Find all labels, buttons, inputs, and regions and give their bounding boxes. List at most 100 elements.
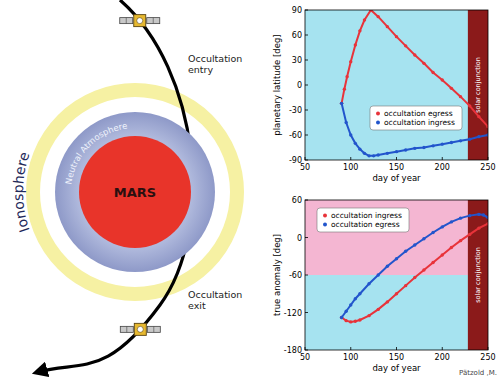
series-point <box>340 316 343 319</box>
y-tick-label: 60 <box>292 31 302 40</box>
x-tick-label: 200 <box>435 353 450 362</box>
series-point <box>404 148 407 151</box>
series-point <box>386 25 389 28</box>
series-point <box>377 153 380 156</box>
credit: Pätzold ,M. <box>459 369 497 377</box>
series-point <box>377 308 380 311</box>
series-point <box>441 225 444 228</box>
ionosphere-ring <box>33 90 237 294</box>
x-tick-label: 100 <box>343 163 358 172</box>
y-tick <box>305 275 308 276</box>
plot-frame <box>305 10 488 160</box>
y-axis-label: true anomaly [deg] <box>272 234 282 316</box>
label-line: entry <box>188 64 213 75</box>
y-tick-label: 0 <box>297 81 302 90</box>
series-point <box>459 95 462 98</box>
satellite <box>120 323 160 335</box>
y-tick <box>305 60 308 61</box>
series-point <box>441 78 444 81</box>
series-point <box>468 214 471 217</box>
x-tick <box>396 347 397 350</box>
series-point <box>349 320 352 323</box>
x-tick-label: 200 <box>435 163 450 172</box>
series-point <box>477 115 480 118</box>
series-point <box>372 154 375 157</box>
y-tick-label: 60 <box>292 196 302 205</box>
series-point <box>377 273 380 276</box>
solar-panel <box>147 326 160 332</box>
annotation-label: solar conjunction <box>474 247 482 303</box>
legend: occultation ingressoccultation egress <box>317 208 409 232</box>
series-point <box>413 276 416 279</box>
y-tick-label: -30 <box>289 106 302 115</box>
series-point <box>349 133 352 136</box>
series-point <box>344 319 347 322</box>
series-point <box>345 75 348 78</box>
x-tick-label: 150 <box>389 353 404 362</box>
panel-line <box>126 326 127 332</box>
series-point <box>395 292 398 295</box>
legend-box <box>370 106 462 130</box>
legend-label: occultation egress <box>384 109 453 118</box>
x-tick <box>350 157 351 160</box>
y-tick <box>305 10 308 11</box>
series-point <box>354 142 357 145</box>
series-point <box>367 154 370 157</box>
series-point <box>431 231 434 234</box>
series-point <box>450 220 453 223</box>
atmosphere-label: Neutral Atmosphere <box>63 120 127 184</box>
series-point <box>354 297 357 300</box>
series-point <box>468 104 471 107</box>
x-tick <box>305 157 306 160</box>
series-point <box>468 233 471 236</box>
occultation-label: Occultationentry <box>188 53 242 75</box>
series-point <box>358 29 361 32</box>
regions <box>305 200 488 350</box>
y-tick-label: 90 <box>292 6 302 15</box>
x-tick-label: 100 <box>343 353 358 362</box>
series-point <box>340 102 343 105</box>
series-point <box>459 139 462 142</box>
y-tick <box>305 85 308 86</box>
plot-background <box>305 200 488 350</box>
panel-line <box>153 18 154 24</box>
x-tick-label: 250 <box>480 163 495 172</box>
series-point <box>413 243 416 246</box>
x-axis-label: day of year <box>372 173 421 183</box>
solar-panel <box>120 18 133 24</box>
antenna <box>137 326 143 332</box>
series-point <box>386 265 389 268</box>
series-point <box>482 213 485 216</box>
x-tick-label: 150 <box>389 163 404 172</box>
series-point <box>358 292 361 295</box>
legend: occultation egressoccultation ingress <box>370 106 462 130</box>
series-point <box>386 300 389 303</box>
chart: 50100150200250-90-60-300306090day of yea… <box>272 6 496 183</box>
series <box>340 10 488 158</box>
y-tick <box>305 312 308 313</box>
y-tick <box>305 135 308 136</box>
legend-label: occultation egress <box>331 220 400 229</box>
antenna <box>137 18 143 24</box>
series-point <box>367 314 370 317</box>
series-point <box>363 152 366 155</box>
legend-marker <box>376 112 380 116</box>
series-point <box>349 303 352 306</box>
label-line: exit <box>188 300 206 311</box>
solar-panel <box>147 18 160 24</box>
series-point <box>431 144 434 147</box>
annotation-band <box>468 200 488 350</box>
satellite-body <box>134 15 146 27</box>
x-tick <box>442 157 443 160</box>
series-line <box>342 10 488 127</box>
y-tick <box>305 160 308 161</box>
series-point <box>422 62 425 65</box>
series-point <box>459 239 462 242</box>
atmosphere-label: Neutral Atmosphere <box>63 120 127 184</box>
series-point <box>395 257 398 260</box>
y-tick-label: -90 <box>289 156 302 165</box>
series-point <box>477 135 480 138</box>
legend-box <box>317 208 409 232</box>
series-point <box>468 137 471 140</box>
plot-background <box>305 10 488 160</box>
